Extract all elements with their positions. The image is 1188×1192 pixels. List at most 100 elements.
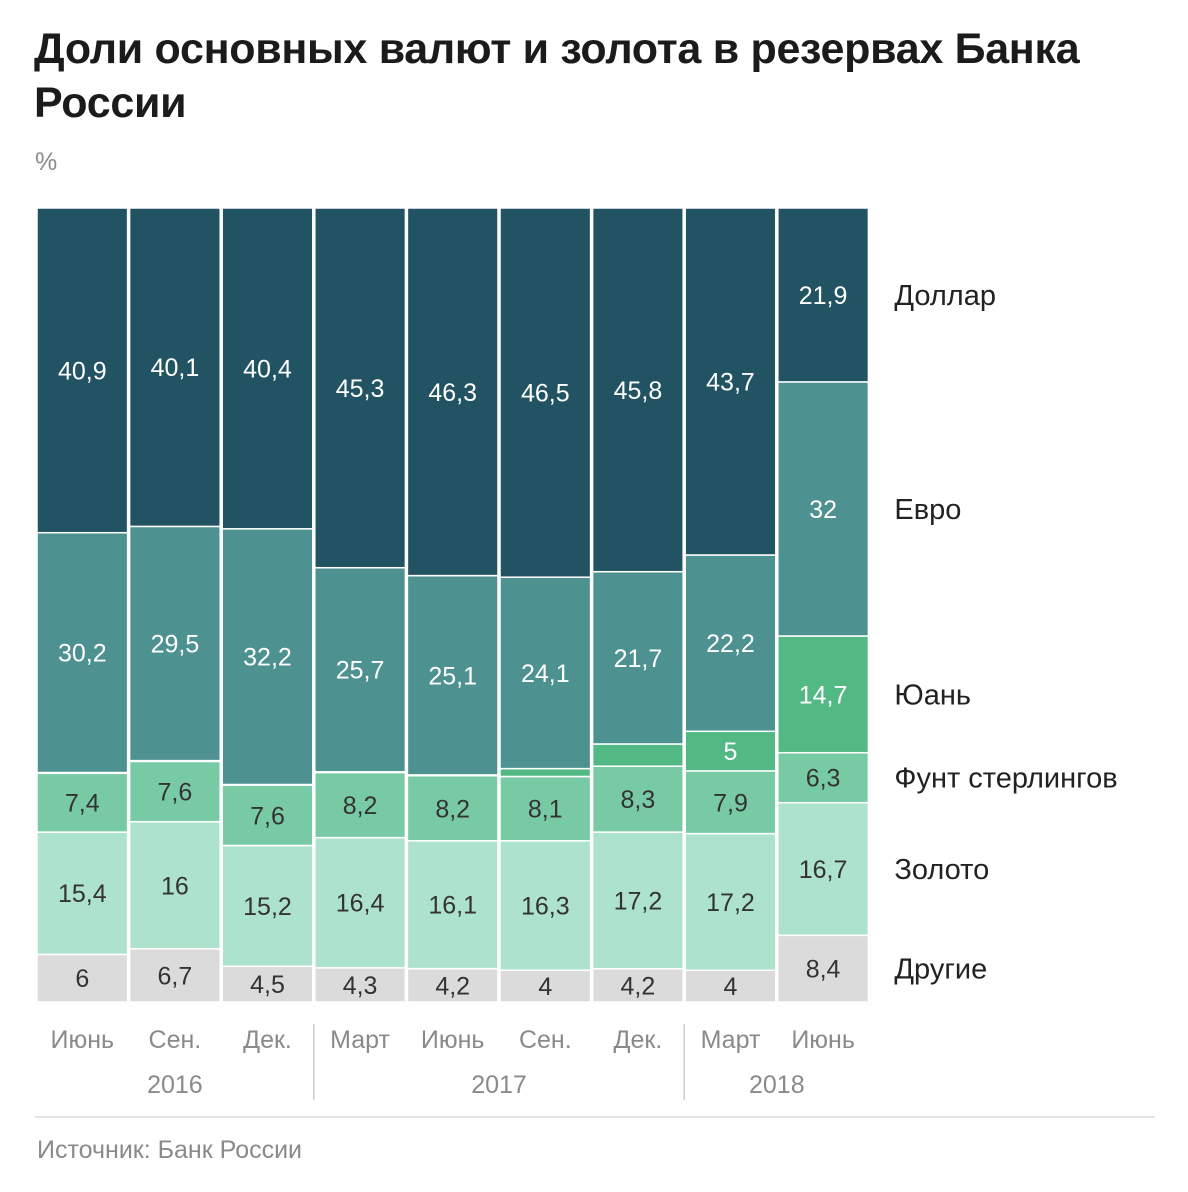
bar-segment-фунт-стерлингов-5 (499, 775, 592, 842)
data-label-доллар-0: 40,9 (58, 357, 107, 385)
data-label-доллар-7: 43,7 (706, 369, 755, 397)
bar-segment-фунт-стерлингов-3 (314, 771, 407, 839)
data-label-доллар-1: 40,1 (151, 354, 200, 382)
bar-segment-евро-5 (499, 576, 592, 770)
x-tick-label-8: Июнь (791, 1026, 855, 1054)
bar-segment-фунт-стерлингов-8 (777, 751, 870, 804)
data-label-евро-7: 22,2 (706, 630, 755, 658)
data-label-золото-2: 15,2 (243, 893, 292, 921)
bar-segment-евро-3 (314, 566, 407, 773)
data-label-фунт-стерлингов-8: 6,3 (806, 765, 841, 793)
data-label-другие-3: 4,3 (343, 972, 378, 1000)
x-tick-label-1: Сен. (149, 1026, 202, 1054)
bar-segment-другие-6 (591, 967, 684, 1003)
x-tick-label-2: Дек. (243, 1026, 292, 1054)
bar-segment-доллар-1 (128, 207, 221, 528)
bar-segment-другие-2 (221, 965, 314, 1003)
year-label-2016: 2016 (147, 1071, 203, 1099)
chart-title: Доли основных валют и золота в резервах … (34, 25, 1080, 127)
data-label-фунт-стерлингов-3: 8,2 (343, 792, 378, 820)
data-label-золото-3: 16,4 (336, 890, 385, 918)
data-label-евро-0: 30,2 (58, 640, 107, 668)
bar-segment-другие-1 (128, 948, 221, 1003)
legend-фунт-стерлингов: Фунт стерлингов (894, 763, 1117, 795)
data-label-другие-2: 4,5 (250, 971, 285, 999)
data-label-доллар-4: 46,3 (428, 379, 477, 407)
legend-евро: Евро (894, 494, 961, 526)
data-label-золото-1: 16 (161, 872, 189, 900)
year-label-2018: 2018 (749, 1071, 805, 1099)
data-label-золото-4: 16,1 (428, 892, 477, 920)
x-tick-label-4: Июнь (421, 1026, 485, 1054)
data-label-евро-4: 25,1 (428, 662, 477, 690)
x-tick-label-5: Сен. (519, 1026, 572, 1054)
data-label-золото-8: 16,7 (799, 856, 848, 884)
data-label-доллар-2: 40,4 (243, 355, 292, 383)
legend-юань: Юань (894, 679, 971, 711)
data-label-другие-5: 4 (538, 973, 552, 1001)
bar-segment-доллар-3 (314, 207, 407, 569)
bar-segment-доллар-5 (499, 207, 592, 578)
source-note: Источник: Банк России (37, 1136, 303, 1164)
bar-segment-фунт-стерлингов-2 (221, 784, 314, 847)
bar-segment-юань-5 (499, 767, 592, 778)
data-label-фунт-стерлингов-0: 7,4 (65, 790, 100, 818)
data-label-юань-8: 14,7 (799, 681, 848, 709)
bar-segment-юань-7 (684, 730, 777, 772)
bar-segment-золото-3 (314, 836, 407, 969)
data-label-фунт-стерлингов-4: 8,2 (435, 795, 470, 823)
bar-segment-золото-1 (128, 821, 221, 950)
data-label-другие-8: 8,4 (806, 956, 841, 984)
data-label-доллар-3: 45,3 (336, 375, 385, 403)
bar-segment-юань-6 (591, 743, 684, 767)
data-label-другие-6: 4,2 (621, 972, 656, 1000)
data-label-фунт-стерлингов-5: 8,1 (528, 796, 563, 824)
x-tick-label-0: Июнь (51, 1026, 115, 1054)
legend-доллар: Доллар (894, 280, 996, 312)
data-label-доллар-6: 45,8 (614, 377, 663, 405)
bar-segment-доллар-7 (684, 207, 777, 556)
data-label-фунт-стерлингов-7: 7,9 (713, 789, 748, 817)
bar-segment-евро-1 (128, 525, 221, 762)
data-label-другие-0: 6 (75, 965, 89, 993)
x-tick-label-7: Март (701, 1026, 761, 1054)
data-label-фунт-стерлингов-6: 8,3 (621, 786, 656, 814)
bar-segment-другие-4 (406, 967, 499, 1003)
bar-segment-доллар-4 (406, 207, 499, 577)
data-label-золото-5: 16,3 (521, 893, 570, 921)
data-label-другие-1: 6,7 (158, 962, 193, 990)
bar-segment-золото-6 (591, 831, 684, 970)
bar-segment-другие-5 (499, 969, 592, 1003)
data-label-евро-8: 32 (809, 496, 837, 524)
data-label-фунт-стерлингов-2: 7,6 (250, 802, 285, 830)
x-tick-label-3: Март (330, 1026, 390, 1054)
data-label-евро-3: 25,7 (336, 657, 385, 685)
bar-segment-другие-3 (314, 967, 407, 1003)
bar-segment-евро-2 (221, 528, 314, 786)
data-label-евро-5: 24,1 (521, 660, 570, 688)
bar-segment-доллар-8 (777, 207, 870, 383)
bar-segment-евро-7 (684, 554, 777, 733)
bar-segment-евро-6 (591, 570, 684, 745)
stacked-bar-chart: 6 15,4 7,4 30,2 40,9 6,7 16 7,6 29,5 40,1 4,5 15,2 7… (36, 207, 1118, 1100)
data-label-другие-4: 4,2 (435, 972, 470, 1000)
data-label-доллар-8: 21,9 (799, 282, 848, 310)
bar-segment-золото-4 (406, 840, 499, 970)
footer-divider (35, 1116, 1155, 1118)
data-label-фунт-стерлингов-1: 7,6 (158, 779, 193, 807)
legend-другие: Другие (894, 954, 987, 986)
data-label-евро-6: 21,7 (614, 645, 663, 673)
bar-segment-золото-7 (684, 832, 777, 972)
bar-segment-другие-7 (684, 969, 777, 1003)
bar-segment-доллар-2 (221, 207, 314, 530)
data-label-золото-7: 17,2 (706, 889, 755, 917)
data-label-другие-7: 4 (724, 973, 738, 1001)
data-label-евро-2: 32,2 (243, 644, 292, 672)
unit-label: % (35, 148, 58, 176)
legend-золото: Золото (894, 854, 989, 886)
bar-segment-золото-0 (36, 831, 129, 956)
bar-segment-доллар-0 (36, 207, 129, 534)
bar-segment-фунт-стерлингов-1 (128, 760, 221, 823)
data-label-доллар-5: 46,5 (521, 380, 570, 408)
year-label-2017: 2017 (471, 1071, 527, 1099)
